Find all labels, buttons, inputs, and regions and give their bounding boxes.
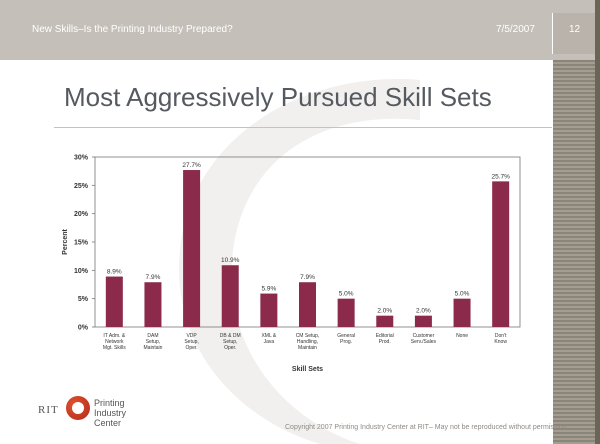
y-tick-label: 15% <box>74 240 89 247</box>
category-label-line: Setup, <box>184 339 198 345</box>
category-label-line: Know <box>494 339 507 345</box>
category-label-line: DAM <box>147 333 158 339</box>
category-label-line: Prod. <box>379 339 391 345</box>
y-tick-label: 10% <box>74 268 89 275</box>
bar <box>376 315 394 327</box>
bar-value-label: 2.0% <box>377 308 392 315</box>
category-label-line: Network <box>105 339 124 345</box>
category-label-line: Prog. <box>340 339 352 345</box>
category-label: DAM Setup, Maintain <box>144 333 163 351</box>
category-label-line: Customer <box>413 333 435 339</box>
slide-number-box: 12 <box>552 13 596 54</box>
category-label: Editorial Prod. <box>376 333 394 345</box>
bar <box>414 315 432 327</box>
bar-value-label: 7.9% <box>146 274 161 281</box>
y-tick-label: 0% <box>78 325 89 332</box>
bar-value-label: 7.9% <box>300 274 315 281</box>
presentation-title: New Skills–Is the Printing Industry Prep… <box>32 24 233 35</box>
category-label: CM Setup, Handling, Maintain <box>296 333 320 351</box>
bar-value-label: 27.7% <box>182 162 201 169</box>
bar <box>105 276 123 327</box>
category-label-line: Oper. <box>224 345 236 351</box>
category-label: Customer Serv./Sales <box>411 333 437 345</box>
category-label-line: Mgt. Skills <box>103 345 126 351</box>
category-label-line: Oper. <box>185 345 197 351</box>
bar <box>337 298 355 327</box>
category-label-line: XML & <box>261 333 276 339</box>
y-tick-label: 5% <box>78 296 89 303</box>
category-label-line: Serv./Sales <box>411 339 437 345</box>
rit-wordmark: RIT <box>38 404 59 416</box>
bar-value-label: 5.9% <box>261 286 276 293</box>
category-label: VDP Setup, Oper. <box>184 333 198 351</box>
category-label-line: Java <box>264 339 275 345</box>
category-label-line: CM Setup, <box>296 333 320 339</box>
bar <box>183 170 201 327</box>
copyright-notice: Copyright 2007 Printing Industry Center … <box>285 424 569 431</box>
logo-text: Printing Industry Center <box>94 398 126 428</box>
bar <box>221 265 239 327</box>
y-tick-label: 30% <box>74 155 89 162</box>
category-label-line: Setup, <box>146 339 160 345</box>
logo-line-2: Industry <box>94 408 127 418</box>
bar <box>492 181 510 327</box>
category-label: None <box>456 333 468 339</box>
y-axis-label: Percent <box>62 228 69 254</box>
bar <box>144 282 162 327</box>
slide-number: 12 <box>568 24 581 35</box>
category-label-line: Maintain <box>298 345 317 351</box>
slide-title: Most Aggressively Pursued Skill Sets <box>64 82 492 112</box>
bar-value-label: 25.7% <box>491 173 510 180</box>
rit-logo-swoosh <box>72 402 84 414</box>
bar <box>453 298 471 327</box>
bar-value-label: 2.0% <box>416 308 431 315</box>
category-label-line: Setup, <box>223 339 237 345</box>
category-label: General Prog. <box>337 333 355 345</box>
y-tick-label: 25% <box>74 183 89 190</box>
category-label-line: Editorial <box>376 333 394 339</box>
category-label-line: Maintain <box>144 345 163 351</box>
bar-value-label: 8.9% <box>107 269 122 276</box>
category-label-line: IT Adm. & <box>103 333 126 339</box>
category-label: DB & DM Setup, Oper. <box>220 333 241 351</box>
slide-date: 7/5/2007 <box>496 24 535 35</box>
bar-value-label: 5.0% <box>339 291 354 298</box>
category-label-line: General <box>337 333 355 339</box>
logo-line-1: Printing <box>94 398 125 408</box>
y-tick-label: 20% <box>74 211 89 218</box>
category-label: Don't Know <box>494 333 507 345</box>
category-label-line: Don't <box>495 333 507 339</box>
x-axis-label: Skill Sets <box>292 366 323 373</box>
category-label-line: DB & DM <box>220 333 241 339</box>
category-label-line: Handling, <box>297 339 318 345</box>
category-label: IT Adm. & Network Mgt. Skills <box>103 333 126 351</box>
category-label-line: VDP <box>186 333 197 339</box>
category-label: XML & Java <box>261 333 276 345</box>
bar-value-label: 5.0% <box>455 291 470 298</box>
striped-sidebar <box>553 60 595 444</box>
bar-value-label: 10.9% <box>221 257 240 264</box>
right-border <box>595 0 600 444</box>
category-label-line: None <box>456 333 468 339</box>
logo-line-3: Center <box>94 418 122 428</box>
title-divider <box>54 127 552 128</box>
bar <box>260 293 278 327</box>
header-bar <box>0 0 600 60</box>
bar <box>299 282 316 327</box>
